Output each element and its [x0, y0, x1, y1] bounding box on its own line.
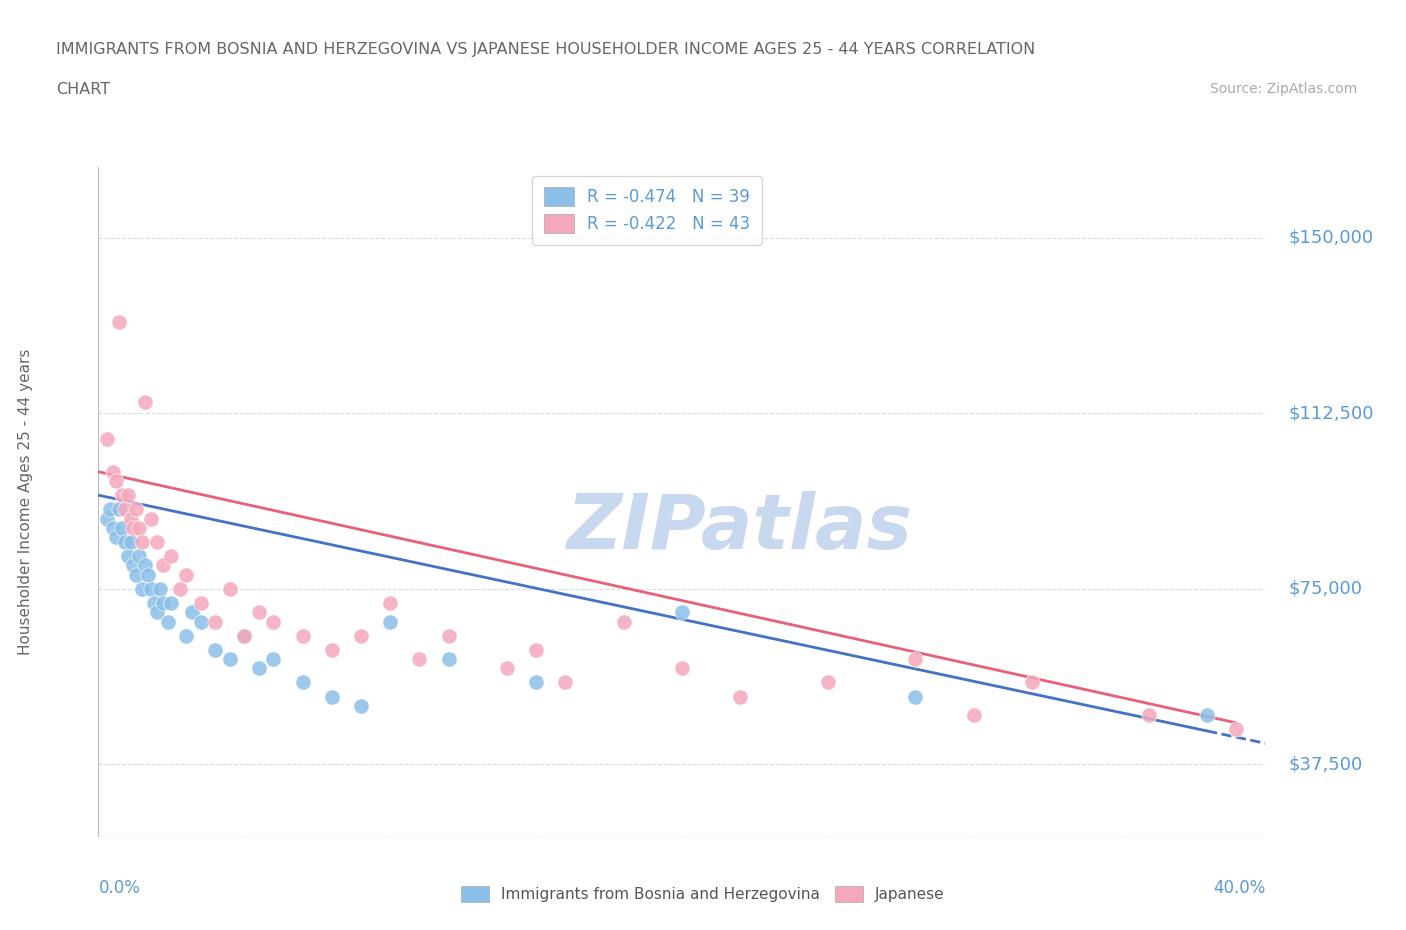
- Point: [247, 604, 270, 619]
- Point: [152, 558, 174, 573]
- Point: [204, 614, 226, 629]
- Text: 40.0%: 40.0%: [1213, 879, 1265, 897]
- Point: [730, 689, 752, 704]
- Point: [98, 502, 121, 517]
- Point: [157, 614, 180, 629]
- Point: [1021, 675, 1043, 690]
- Point: [378, 595, 402, 610]
- Point: [160, 595, 183, 610]
- Point: [291, 628, 314, 643]
- Point: [128, 521, 150, 536]
- Point: [904, 652, 927, 667]
- Point: [117, 487, 139, 502]
- Point: [174, 628, 197, 643]
- Point: [122, 558, 145, 573]
- Point: [350, 698, 373, 713]
- Point: [120, 535, 142, 550]
- Point: [131, 535, 153, 550]
- Point: [108, 502, 131, 517]
- Point: [134, 558, 156, 573]
- Text: $37,500: $37,500: [1289, 755, 1362, 774]
- Point: [117, 549, 139, 564]
- Point: [101, 464, 124, 479]
- Point: [136, 567, 159, 582]
- Point: [146, 604, 169, 619]
- Text: $75,000: $75,000: [1289, 579, 1362, 598]
- Point: [152, 595, 174, 610]
- Text: Householder Income Ages 25 - 44 years: Householder Income Ages 25 - 44 years: [18, 349, 32, 656]
- Point: [174, 567, 197, 582]
- Point: [495, 661, 517, 676]
- Point: [125, 567, 148, 582]
- Point: [247, 661, 270, 676]
- Point: [128, 549, 150, 564]
- Point: [190, 614, 212, 629]
- Point: [190, 595, 212, 610]
- Legend: R = -0.474   N = 39, R = -0.422   N = 43: R = -0.474 N = 39, R = -0.422 N = 43: [531, 176, 762, 245]
- Text: $150,000: $150,000: [1289, 229, 1374, 246]
- Point: [524, 675, 547, 690]
- Point: [104, 530, 127, 545]
- Point: [96, 432, 118, 446]
- Point: [204, 643, 226, 658]
- Point: [262, 652, 284, 667]
- Point: [96, 512, 118, 526]
- Point: [233, 628, 256, 643]
- Point: [962, 708, 984, 723]
- Point: [142, 595, 165, 610]
- Point: [554, 675, 576, 690]
- Point: [146, 535, 169, 550]
- Point: [671, 661, 693, 676]
- Point: [233, 628, 256, 643]
- Point: [437, 628, 460, 643]
- Point: [291, 675, 314, 690]
- Point: [125, 502, 148, 517]
- Point: [1225, 722, 1247, 737]
- Point: [134, 394, 156, 409]
- Text: Source: ZipAtlas.com: Source: ZipAtlas.com: [1209, 82, 1357, 96]
- Text: IMMIGRANTS FROM BOSNIA AND HERZEGOVINA VS JAPANESE HOUSEHOLDER INCOME AGES 25 - : IMMIGRANTS FROM BOSNIA AND HERZEGOVINA V…: [56, 42, 1035, 57]
- Point: [524, 643, 547, 658]
- Point: [149, 581, 172, 596]
- Text: CHART: CHART: [56, 82, 110, 97]
- Point: [612, 614, 634, 629]
- Point: [1195, 708, 1218, 723]
- Point: [101, 521, 124, 536]
- Point: [1137, 708, 1160, 723]
- Point: [111, 487, 134, 502]
- Point: [114, 502, 136, 517]
- Point: [218, 581, 240, 596]
- Point: [262, 614, 284, 629]
- Point: [904, 689, 927, 704]
- Text: $112,500: $112,500: [1289, 405, 1374, 422]
- Point: [321, 689, 343, 704]
- Point: [120, 512, 142, 526]
- Legend: Immigrants from Bosnia and Herzegovina, Japanese: Immigrants from Bosnia and Herzegovina, …: [456, 880, 950, 909]
- Point: [408, 652, 430, 667]
- Point: [378, 614, 402, 629]
- Point: [180, 604, 202, 619]
- Point: [437, 652, 460, 667]
- Point: [218, 652, 240, 667]
- Point: [160, 549, 183, 564]
- Point: [131, 581, 153, 596]
- Point: [169, 581, 191, 596]
- Point: [350, 628, 373, 643]
- Point: [104, 473, 127, 488]
- Point: [321, 643, 343, 658]
- Text: 0.0%: 0.0%: [98, 879, 141, 897]
- Point: [111, 521, 134, 536]
- Point: [108, 314, 131, 329]
- Point: [671, 604, 693, 619]
- Point: [139, 512, 162, 526]
- Point: [817, 675, 839, 690]
- Point: [139, 581, 162, 596]
- Point: [122, 521, 145, 536]
- Text: ZIPatlas: ZIPatlas: [567, 491, 914, 565]
- Point: [114, 535, 136, 550]
